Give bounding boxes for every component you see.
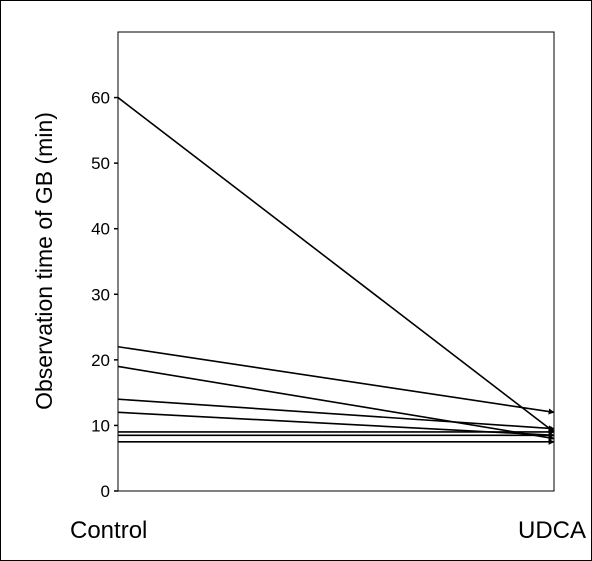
- y-tick-label: 50: [91, 154, 110, 173]
- series-line-2: [117, 345, 555, 415]
- series-line-1: [117, 96, 555, 433]
- y-tick-label: 30: [91, 285, 110, 304]
- y-axis-ticks: 0 10 20 30 40 50 60: [91, 89, 118, 501]
- y-tick-label: 20: [91, 351, 110, 370]
- y-tick-label: 0: [101, 482, 110, 501]
- y-axis-title: Observation time of GB (min): [31, 112, 57, 410]
- x-category-label-udca: UDCA: [518, 517, 586, 544]
- series-lines: [117, 96, 555, 445]
- y-tick-label: 10: [91, 416, 110, 435]
- series-line-3: [117, 365, 555, 441]
- y-tick-label: 60: [91, 89, 110, 108]
- plot-area: [117, 31, 555, 492]
- x-category-label-control: Control: [70, 517, 147, 544]
- y-tick-label: 40: [91, 220, 110, 239]
- series-line-4: [117, 398, 555, 432]
